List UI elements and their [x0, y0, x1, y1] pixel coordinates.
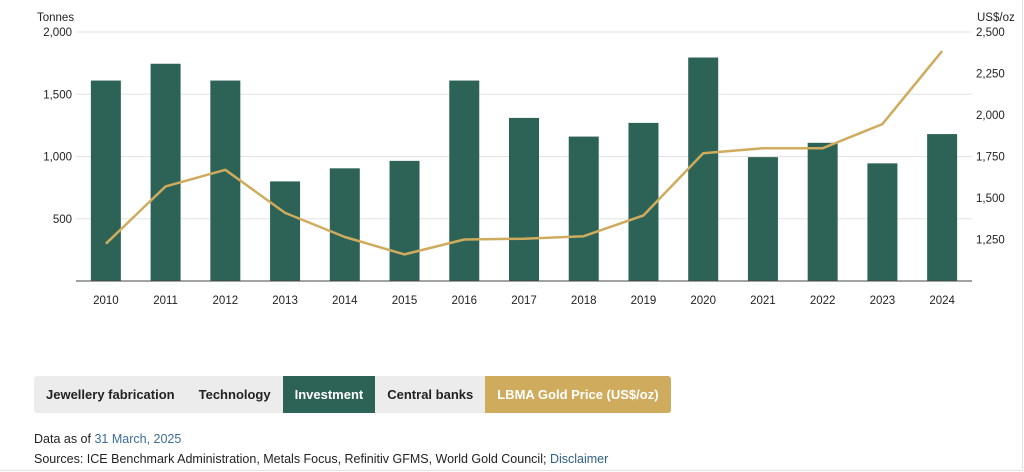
chart: 500 1,000 1,500 2,000 1,250 1,500 1,750 2,000 2,… — [37, 12, 1015, 307]
axes: 500 1,000 1,500 2,000 1,250 1,500 1,750 2,000 2,… — [37, 12, 1015, 307]
price-line-series[interactable] — [105, 50, 944, 256]
x-tick-label: 2022 — [810, 295, 836, 307]
bar[interactable] — [509, 117, 539, 281]
x-tick-label: 2013 — [272, 295, 298, 307]
bar[interactable] — [807, 142, 838, 281]
y-tick-label: 1,500 — [43, 89, 72, 101]
data-as-of-label: Data as of — [34, 432, 91, 446]
sources: Sources: ICE Benchmark Administration, M… — [34, 452, 608, 466]
y2-tick-label: 1,750 — [976, 152, 1005, 164]
bar[interactable] — [867, 163, 898, 281]
x-tick-label: 2016 — [451, 295, 477, 307]
y-tick-label: 2,000 — [43, 27, 72, 39]
tab-jewellery-fabrication[interactable]: Jewellery fabrication — [34, 376, 187, 413]
bar[interactable] — [90, 80, 121, 282]
bar[interactable] — [150, 63, 181, 282]
x-tick-label: 2014 — [332, 295, 358, 307]
bar[interactable] — [927, 134, 958, 281]
y-axis-title: Tonnes — [37, 12, 74, 24]
bar[interactable] — [568, 136, 599, 281]
tab-lbma-gold-price[interactable]: LBMA Gold Price (US$/oz) — [485, 376, 671, 413]
y2-tick-label: 1,500 — [976, 193, 1005, 205]
x-tick-label: 2012 — [213, 295, 239, 307]
sources-text: Sources: ICE Benchmark Administration, M… — [34, 452, 547, 466]
x-tick-label: 2018 — [571, 295, 597, 307]
x-tick-label: 2024 — [929, 295, 955, 307]
price-line[interactable] — [105, 50, 944, 256]
y-tick-label: 1,000 — [43, 152, 72, 164]
tab-technology[interactable]: Technology — [186, 376, 283, 413]
x-tick-label: 2021 — [750, 295, 776, 307]
bar[interactable] — [270, 181, 301, 281]
bar[interactable] — [747, 157, 778, 281]
bar-series[interactable] — [90, 57, 958, 282]
x-tick-label: 2017 — [511, 295, 537, 307]
x-tick-label: 2023 — [870, 295, 896, 307]
bar[interactable] — [389, 160, 420, 281]
y-tick-label: 500 — [53, 214, 72, 226]
disclaimer-link[interactable]: Disclaimer — [549, 452, 609, 466]
tab-central-banks[interactable]: Central banks — [375, 376, 486, 413]
bar[interactable] — [449, 80, 480, 282]
y2-tick-label: 2,250 — [976, 69, 1005, 81]
x-tick-label: 2011 — [153, 295, 178, 307]
x-tick-label: 2010 — [93, 295, 119, 307]
data-as-of-date: 31 March, 2025 — [94, 432, 182, 446]
y2-tick-label: 2,500 — [976, 27, 1005, 39]
bar[interactable] — [210, 80, 241, 282]
y2-tick-label: 1,250 — [976, 235, 1005, 247]
bar[interactable] — [628, 122, 659, 281]
y2-tick-label: 2,000 — [976, 110, 1005, 122]
tab-investment[interactable]: Investment — [282, 376, 376, 413]
bar[interactable] — [329, 168, 360, 281]
x-tick-label: 2019 — [631, 295, 657, 307]
series-tabs: Jewellery fabrication Technology Investm… — [34, 376, 671, 413]
x-tick-label: 2015 — [392, 295, 418, 307]
bar[interactable] — [688, 57, 719, 282]
x-tick-label: 2020 — [690, 295, 716, 307]
y2-axis-title: US$/oz — [977, 12, 1015, 24]
data-as-of: Data as of 31 March, 2025 — [34, 432, 181, 446]
